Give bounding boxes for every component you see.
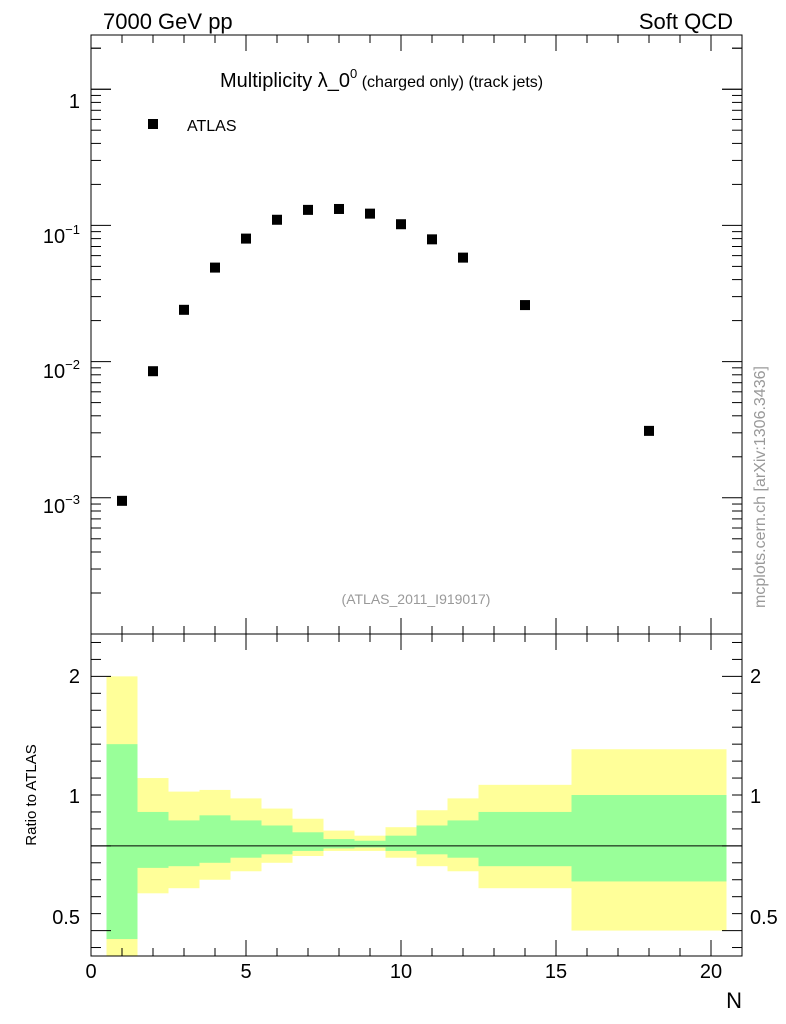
side-source-label: mcplots.cern.ch [arXiv:1306.3436] [752, 366, 769, 608]
ratio-band-inner-4 [230, 820, 262, 858]
y-tick-label-1: 1 [69, 91, 80, 113]
ratio-band-inner-9 [385, 835, 417, 851]
y-tick-1e-2-exp: −2 [65, 357, 80, 372]
plot-title: Multiplicity λ_00 (charged only) (track … [220, 66, 543, 92]
ratio-tick-label-05-left: 0.5 [52, 907, 80, 929]
header-category-label: Soft QCD [639, 9, 733, 34]
ratio-band-inner-13 [571, 795, 727, 882]
y-tick-1e-2-base: 10 [43, 361, 65, 383]
data-point-11 [458, 252, 468, 263]
ratio-band-inner-6 [292, 832, 324, 851]
x-tick-label-10: 10 [390, 961, 412, 983]
data-point-4 [241, 233, 251, 244]
ratio-tick-label-05-right: 0.5 [750, 907, 778, 929]
analysis-label: (ATLAS_2011_I919017) [342, 591, 491, 607]
ratio-band-inner-10 [416, 825, 448, 855]
ratio-tick-label-1-right: 1 [750, 786, 761, 808]
x-axis-label: N [726, 988, 742, 1013]
data-point-2 [179, 304, 189, 315]
plot-title-main: Multiplicity λ_0 [220, 70, 350, 92]
ratio-band-inner-3 [199, 815, 231, 863]
data-point-12 [520, 300, 530, 311]
ratio-band-inner-12 [478, 811, 572, 867]
plot-title-sup: 0 [350, 66, 357, 81]
y-tick-1e-1-base: 10 [43, 226, 65, 248]
header-energy-label: 7000 GeV pp [103, 9, 233, 34]
x-tick-label-0: 0 [85, 961, 96, 983]
ratio-band-inner-1 [137, 811, 169, 868]
y-tick-label-1e-2: 10−2 [43, 357, 80, 383]
legend-marker-atlas [148, 119, 158, 129]
ratio-panel [90, 633, 743, 957]
data-point-10 [427, 234, 437, 245]
ratio-band-group [106, 676, 727, 956]
ratio-band-inner-5 [261, 825, 293, 855]
data-point-6 [303, 204, 313, 215]
ratio-tick-label-1-left: 1 [69, 786, 80, 808]
axis-ticks [90, 35, 743, 956]
ratio-band-inner-8 [354, 840, 386, 848]
y-tick-label-1e-3: 10−3 [43, 492, 80, 518]
legend-label-atlas: ATLAS [187, 118, 237, 135]
ratio-y-axis-label: Ratio to ATLAS [23, 744, 40, 845]
data-point-7 [334, 203, 344, 214]
ratio-band-inner-0 [106, 744, 138, 940]
data-point-9 [396, 219, 406, 230]
ratio-band-inner-7 [323, 839, 355, 849]
data-point-1 [148, 366, 158, 377]
ratio-tick-label-2-right: 2 [750, 666, 761, 688]
y-tick-label-1e-1: 10−1 [43, 222, 80, 248]
data-point-8 [365, 208, 375, 219]
x-tick-label-15: 15 [545, 961, 567, 983]
data-point-0 [117, 495, 127, 506]
x-tick-label-5: 5 [240, 961, 251, 983]
ratio-band-inner-11 [447, 820, 479, 858]
data-point-3 [210, 262, 220, 273]
data-markers [117, 203, 654, 506]
x-tick-label-20: 20 [700, 961, 722, 983]
y-tick-1e-3-exp: −3 [65, 492, 80, 507]
plot-title-small: (charged only) (track jets) [357, 74, 543, 91]
y-tick-1e-1-exp: −1 [65, 222, 80, 237]
data-point-5 [272, 214, 282, 225]
data-point-13 [644, 425, 654, 436]
ratio-tick-label-2-left: 2 [69, 666, 80, 688]
ratio-band-inner-2 [168, 820, 200, 867]
y-tick-1e-3-base: 10 [43, 496, 65, 518]
